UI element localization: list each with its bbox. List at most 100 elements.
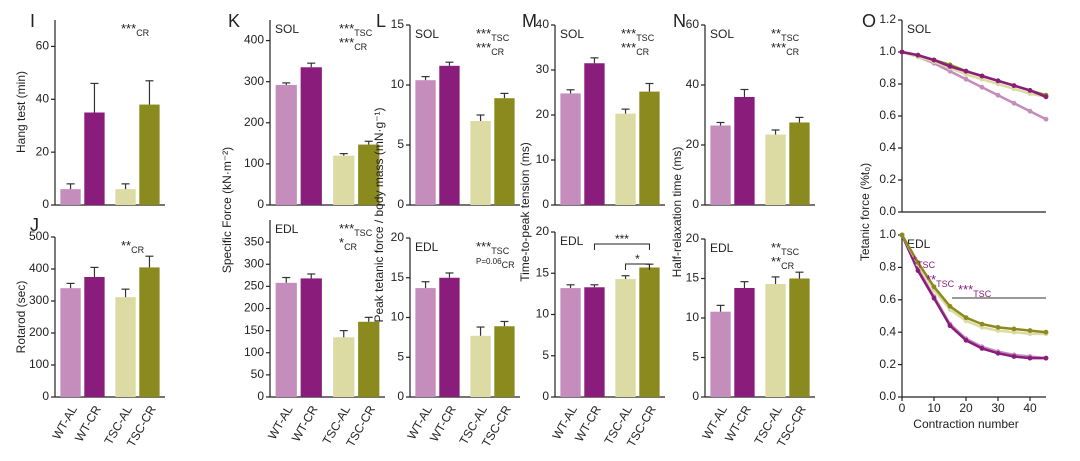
- y-tick-label: 0.4: [879, 140, 896, 154]
- bar: [139, 267, 160, 397]
- y-tick-label: 300: [244, 74, 264, 88]
- y-tick-label: 0: [542, 389, 549, 403]
- y-tick-label: 20: [391, 230, 405, 244]
- y-tick-label: 100: [244, 156, 264, 170]
- y-tick-label: 10: [686, 310, 700, 324]
- panel-letter: M: [522, 11, 537, 31]
- series-point: [1043, 94, 1049, 100]
- subplot-label: EDL: [710, 241, 734, 255]
- annotation-stars: **: [771, 254, 781, 269]
- annotation-stars: **: [771, 240, 781, 255]
- y-tick-label: 40: [686, 77, 700, 91]
- y-axis-label: Half-relaxation time (ms): [670, 147, 684, 278]
- annotation: P=0.06CR: [476, 257, 515, 270]
- bar: [560, 288, 581, 397]
- y-tick-label: 10: [536, 152, 550, 166]
- annotation-sub: TSC: [354, 228, 373, 238]
- panel-letter: N: [673, 11, 686, 31]
- bar: [710, 311, 731, 397]
- y-axis-label: Tetanic force (%t₀): [858, 163, 872, 261]
- annotation-sub: TSC: [636, 33, 655, 43]
- x-tick-label: 0: [899, 401, 906, 415]
- annotation-stars: ***: [339, 221, 354, 236]
- bar: [115, 189, 136, 205]
- panel-letter: O: [862, 11, 876, 31]
- x-tick-label: 20: [959, 401, 973, 415]
- y-tick-label: 20: [686, 231, 700, 245]
- y-tick-label: 0.0: [879, 204, 896, 218]
- y-tick-label: 15: [686, 271, 700, 285]
- bar: [358, 321, 380, 397]
- bar: [115, 297, 136, 397]
- y-axis-label: Time-to-peak tension (ms): [518, 142, 532, 282]
- series-point: [1011, 354, 1017, 359]
- subplot-label: EDL: [560, 234, 584, 248]
- annotation-sub: TSC: [491, 33, 510, 43]
- y-tick-label: 5: [397, 137, 404, 151]
- annotation: ***CR: [771, 40, 800, 57]
- y-axis-label: Hang test (min): [14, 71, 28, 153]
- annotation: *TSC: [912, 253, 936, 270]
- series-point: [963, 315, 969, 321]
- series-point: [915, 260, 921, 265]
- bar: [300, 278, 322, 397]
- annotation-sub: CR: [786, 47, 799, 57]
- annotation-stars: ***: [476, 26, 491, 41]
- bar: [333, 337, 355, 397]
- series-line: [900, 234, 1046, 336]
- series-point: [979, 84, 985, 90]
- subplot-label: SOL: [907, 22, 931, 36]
- annotation-stars: ***: [958, 282, 973, 297]
- bar: [584, 63, 605, 205]
- panel-letter: J: [30, 215, 39, 235]
- annotation-sub: TSC: [917, 260, 936, 270]
- y-tick-label: 400: [244, 33, 264, 47]
- subplot-label: EDL: [907, 237, 931, 251]
- annotation-stars: ***: [339, 35, 354, 50]
- annotation: **CR: [771, 254, 795, 271]
- subplot-label: SOL: [710, 27, 734, 41]
- series-point: [963, 68, 969, 74]
- annotation: ***TSC: [476, 239, 510, 256]
- y-tick-label: 20: [36, 144, 50, 158]
- y-tick-label: 0.8: [879, 260, 896, 274]
- y-tick-label: 15: [391, 17, 405, 31]
- annotation-sub: CR: [136, 28, 149, 38]
- y-tick-label: 0.8: [879, 76, 896, 90]
- annotation-sub: TSC: [973, 289, 992, 299]
- y-tick-label: 0: [257, 197, 264, 211]
- annotation: **TSC: [926, 272, 955, 289]
- series-line: [901, 50, 1047, 99]
- bar: [60, 288, 81, 397]
- y-tick-label: 200: [29, 325, 49, 339]
- y-tick-label: 0: [42, 197, 49, 211]
- series-point: [1043, 355, 1049, 361]
- annotation: **TSC: [771, 240, 800, 257]
- series-line: [900, 234, 1046, 360]
- annotation-stars: *: [912, 253, 917, 268]
- y-tick-label: 0.6: [879, 108, 896, 122]
- annotation-stars: *: [339, 235, 344, 250]
- bar: [275, 84, 297, 205]
- series-point: [947, 64, 953, 69]
- annotation: ***TSC: [476, 26, 510, 43]
- bracket-label: ***: [615, 232, 629, 246]
- annotation: ***TSC: [621, 26, 655, 43]
- annotation-sub: TSC: [491, 246, 510, 256]
- series-point: [1011, 100, 1017, 106]
- subplot-label: SOL: [560, 27, 584, 41]
- y-axis-label: Specific Force (kN·m⁻²): [220, 147, 234, 273]
- annotation-stars: P=0.06: [476, 257, 502, 266]
- y-tick-label: 150: [244, 323, 264, 337]
- series-point: [1027, 88, 1033, 93]
- series-point: [947, 323, 953, 329]
- y-tick-label: 0: [397, 197, 404, 211]
- annotation-stars: ***: [476, 40, 491, 55]
- series-point: [931, 295, 937, 301]
- bar: [470, 335, 491, 397]
- annotation-sub: TSC: [354, 28, 373, 38]
- y-tick-label: 1.0: [879, 44, 896, 58]
- annotation: ***CR: [339, 35, 368, 52]
- series-line: [900, 234, 1047, 334]
